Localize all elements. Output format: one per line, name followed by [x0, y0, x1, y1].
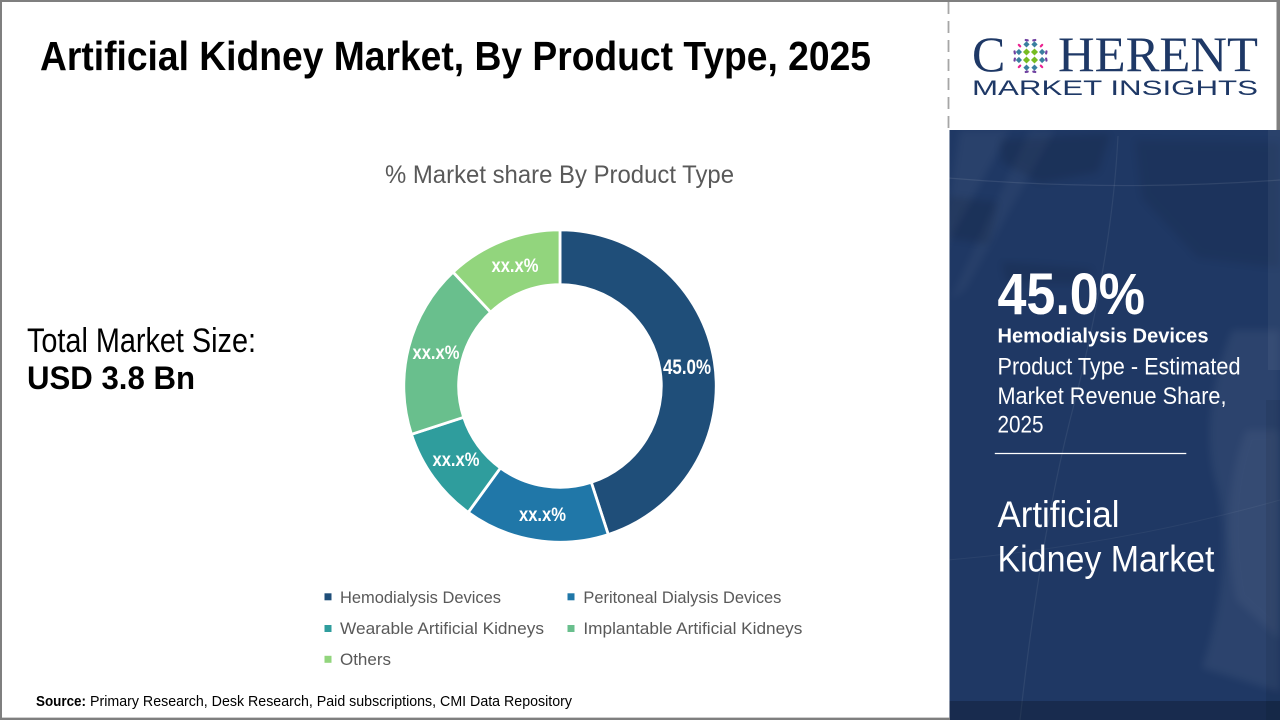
svg-text:Source:: Source: [36, 693, 86, 710]
svg-text:2025: 2025 [998, 412, 1044, 439]
svg-text:Hemodialysis Devices: Hemodialysis Devices [340, 589, 501, 607]
svg-text:Kidney Market: Kidney Market [998, 538, 1216, 579]
svg-text:HERENT: HERENT [1058, 26, 1258, 82]
svg-text:xx.x%: xx.x% [433, 450, 480, 471]
svg-text:Primary Research, Desk Researc: Primary Research, Desk Research, Paid su… [90, 693, 572, 710]
svg-text:USD 3.8 Bn: USD 3.8 Bn [27, 360, 195, 396]
svg-text:Wearable Artificial Kidneys: Wearable Artificial Kidneys [340, 620, 544, 638]
svg-text:Others: Others [340, 651, 391, 669]
svg-text:Peritoneal Dialysis Devices: Peritoneal Dialysis Devices [583, 589, 781, 607]
svg-text:xx.x%: xx.x% [413, 343, 460, 364]
svg-text:45.0%: 45.0% [998, 262, 1146, 327]
svg-text:% Market share By Product Type: % Market share By Product Type [385, 161, 734, 189]
svg-text:Hemodialysis Devices: Hemodialysis Devices [998, 326, 1209, 348]
svg-text:MARKET INSIGHTS: MARKET INSIGHTS [972, 77, 1258, 100]
svg-text:Product Type - Estimated: Product Type - Estimated [998, 354, 1241, 381]
svg-text:45.0%: 45.0% [663, 356, 711, 379]
svg-text:Market Revenue Share,: Market Revenue Share, [998, 383, 1227, 410]
svg-text:Total Market Size:: Total Market Size: [27, 322, 256, 360]
svg-text:Implantable Artificial Kidneys: Implantable Artificial Kidneys [583, 620, 802, 638]
svg-text:xx.x%: xx.x% [492, 256, 539, 277]
svg-text:Artificial: Artificial [998, 494, 1120, 535]
svg-text:C: C [972, 26, 1005, 82]
svg-text:Artificial Kidney Market, By P: Artificial Kidney Market, By Product Typ… [40, 33, 871, 79]
svg-text:xx.x%: xx.x% [519, 505, 566, 526]
